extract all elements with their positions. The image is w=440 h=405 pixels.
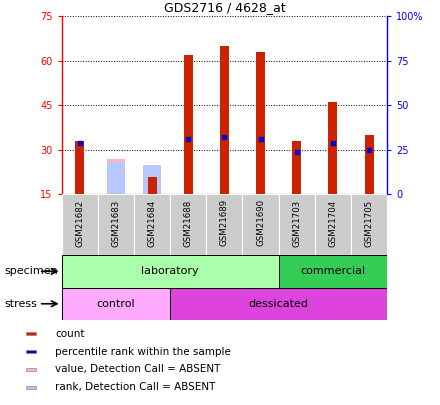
Text: GSM21683: GSM21683 (111, 199, 121, 247)
Bar (134, 194, 170, 255)
Bar (292, 141, 301, 194)
Bar (98, 194, 134, 255)
Bar (279, 255, 387, 288)
Text: GSM21704: GSM21704 (328, 199, 337, 247)
Bar (220, 46, 229, 194)
Text: GSM21688: GSM21688 (184, 199, 193, 247)
Bar (62, 288, 170, 320)
Bar (206, 194, 242, 255)
Text: count: count (55, 329, 85, 339)
Text: GSM21690: GSM21690 (256, 199, 265, 246)
Text: GSM21684: GSM21684 (147, 199, 157, 247)
Bar (328, 102, 337, 194)
Text: commercial: commercial (301, 266, 366, 276)
Bar (143, 165, 161, 194)
Bar (170, 194, 206, 255)
Text: control: control (96, 299, 135, 309)
Bar (26, 332, 36, 335)
Text: GSM21682: GSM21682 (75, 199, 84, 247)
Bar (184, 55, 193, 194)
Bar (26, 368, 36, 371)
Bar (62, 194, 98, 255)
Text: GSM21703: GSM21703 (292, 199, 301, 247)
Bar (256, 52, 265, 194)
Text: rank, Detection Call = ABSENT: rank, Detection Call = ABSENT (55, 382, 216, 392)
Bar (75, 141, 84, 194)
Bar (147, 177, 157, 194)
Bar (365, 135, 374, 194)
Text: GSM21705: GSM21705 (365, 199, 374, 247)
Bar (26, 386, 36, 389)
Bar (107, 162, 125, 194)
Text: value, Detection Call = ABSENT: value, Detection Call = ABSENT (55, 364, 220, 374)
Text: stress: stress (4, 299, 37, 309)
Bar (242, 194, 279, 255)
Bar (170, 288, 387, 320)
Text: specimen: specimen (4, 266, 58, 276)
Text: dessicated: dessicated (249, 299, 309, 309)
Bar (107, 159, 125, 194)
Bar (26, 350, 36, 353)
Text: laboratory: laboratory (141, 266, 199, 276)
Bar (62, 255, 279, 288)
Bar (279, 194, 315, 255)
Title: GDS2716 / 4628_at: GDS2716 / 4628_at (164, 1, 285, 14)
Text: GSM21689: GSM21689 (220, 199, 229, 246)
Bar (351, 194, 387, 255)
Bar (315, 194, 351, 255)
Text: percentile rank within the sample: percentile rank within the sample (55, 347, 231, 356)
